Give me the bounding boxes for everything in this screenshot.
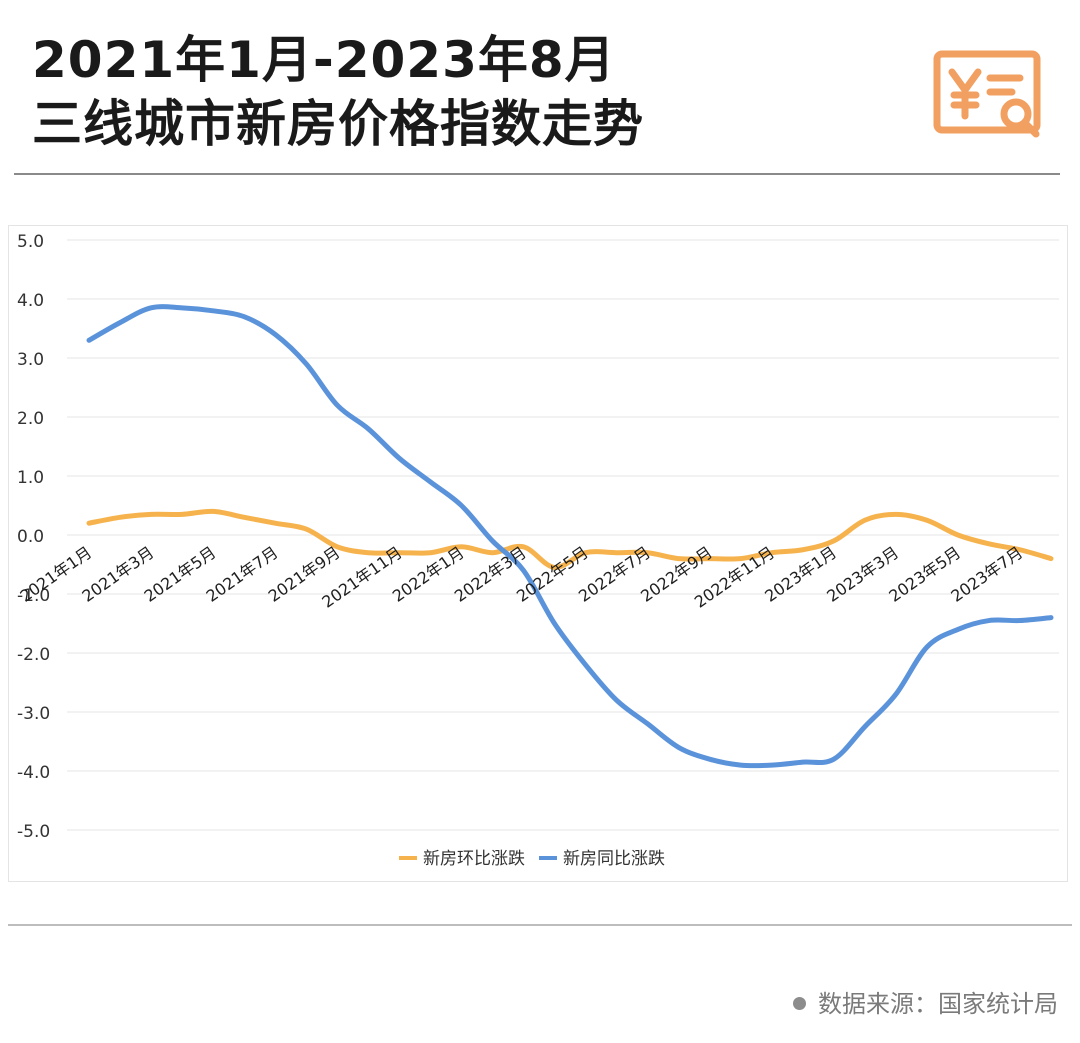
chart-frame: 5.0 4.0 3.0 2.0 1.0 0.0 -1.0 -2.0 -3.0 -4.0 -5.0 20… [8, 225, 1068, 882]
page-title: 2021年1月-2023年8月 三线城市新房价格指数走势 [32, 28, 644, 156]
series-line [86, 304, 1054, 769]
title-line-1: 2021年1月-2023年8月 [32, 31, 616, 89]
footer-divider [8, 924, 1072, 926]
line-chart: 5.04.03.02.01.00.0-1.0-2.0-3.0-4.0-5.020… [16, 232, 1059, 869]
y-tick-label: 3.0 [17, 350, 44, 370]
data-source-text: 数据来源：国家统计局 [818, 990, 1058, 1018]
y-tick-label: 5.0 [17, 232, 44, 252]
legend-label: 新房同比涨跌 [563, 849, 665, 869]
series-line [86, 508, 1054, 570]
y-tick-label: 1.0 [17, 468, 44, 488]
legend-label: 新房环比涨跌 [423, 849, 525, 869]
y-tick-label: -4.0 [17, 763, 50, 783]
y-tick-label: -1.0 [17, 586, 50, 606]
yen-invoice-search-icon [933, 50, 1041, 138]
header-divider [14, 173, 1060, 175]
title-line-2: 三线城市新房价格指数走势 [32, 95, 644, 153]
data-source: 数据来源：国家统计局 [793, 984, 1058, 1019]
y-tick-label: 2.0 [17, 409, 44, 429]
y-tick-label: 0.0 [17, 527, 44, 547]
y-tick-label: -2.0 [17, 645, 50, 665]
y-tick-label: 4.0 [17, 291, 44, 311]
bullet-dot-icon [793, 996, 806, 1010]
y-tick-label: -3.0 [17, 704, 50, 724]
y-tick-label: -5.0 [17, 822, 50, 842]
